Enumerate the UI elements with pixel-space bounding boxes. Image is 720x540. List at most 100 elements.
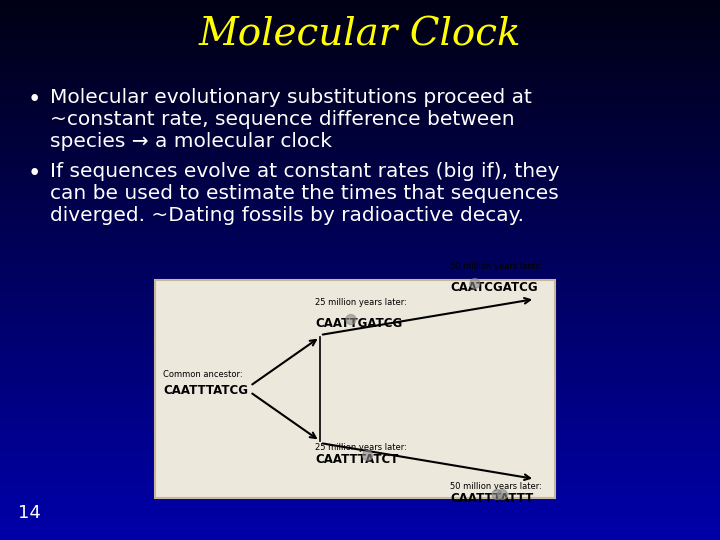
Bar [0, 501, 720, 505]
Bar [0, 523, 720, 526]
Circle shape [470, 279, 480, 288]
Bar [0, 191, 720, 194]
Text: CAATTTATTT: CAATTTATTT [450, 492, 534, 505]
Text: •: • [28, 88, 41, 111]
Bar [0, 320, 720, 324]
Bar [0, 29, 720, 32]
Bar [0, 525, 720, 529]
Bar [0, 77, 720, 81]
Bar [0, 228, 720, 232]
Bar [0, 447, 720, 451]
Bar [0, 463, 720, 467]
Bar [0, 407, 720, 410]
Bar [0, 220, 720, 224]
Bar [0, 18, 720, 22]
Bar [0, 372, 720, 375]
Bar [0, 363, 720, 367]
Bar [0, 509, 720, 513]
Text: CAATTTATCT: CAATTTATCT [315, 453, 398, 466]
Bar [0, 50, 720, 54]
Bar [0, 366, 720, 370]
Bar [0, 345, 720, 348]
Bar [0, 515, 720, 518]
Text: Molecular Clock: Molecular Clock [199, 17, 521, 53]
Bar [0, 199, 720, 202]
Bar [0, 15, 720, 19]
Bar [0, 0, 720, 3]
Bar [0, 326, 720, 329]
Bar [0, 401, 720, 405]
Bar [0, 210, 720, 213]
Bar [0, 139, 720, 143]
FancyBboxPatch shape [155, 280, 555, 498]
Bar [0, 485, 720, 489]
Bar [0, 45, 720, 49]
Text: Molecular evolutionary substitutions proceed at: Molecular evolutionary substitutions pro… [50, 88, 532, 107]
Bar [0, 110, 720, 113]
Bar [0, 285, 720, 289]
Bar [0, 347, 720, 351]
Bar [0, 477, 720, 481]
Bar [0, 153, 720, 157]
Text: 14: 14 [18, 504, 41, 522]
Bar [0, 196, 720, 200]
Bar [0, 269, 720, 273]
Bar [0, 48, 720, 51]
Bar [0, 280, 720, 284]
Bar [0, 4, 720, 8]
Bar [0, 493, 720, 497]
Bar [0, 426, 720, 429]
Bar [0, 26, 720, 30]
Bar [0, 72, 720, 76]
Bar [0, 201, 720, 205]
Bar [0, 393, 720, 397]
Bar [0, 2, 720, 5]
Bar [0, 85, 720, 89]
Text: ~constant rate, sequence difference between: ~constant rate, sequence difference betw… [50, 110, 515, 129]
Bar [0, 390, 720, 394]
Bar [0, 174, 720, 178]
Bar [0, 291, 720, 294]
Bar [0, 226, 720, 230]
Bar [0, 380, 720, 383]
Circle shape [346, 314, 356, 325]
Bar [0, 336, 720, 340]
Bar [0, 466, 720, 470]
Bar [0, 134, 720, 138]
Bar [0, 129, 720, 132]
Bar [0, 104, 720, 108]
Bar [0, 358, 720, 362]
Bar [0, 353, 720, 356]
Bar [0, 126, 720, 130]
Bar [0, 517, 720, 521]
Bar [0, 253, 720, 256]
Bar [0, 388, 720, 392]
Bar [0, 382, 720, 386]
Bar [0, 158, 720, 162]
Bar [0, 204, 720, 208]
Bar [0, 377, 720, 381]
Bar [0, 234, 720, 238]
Bar [0, 339, 720, 343]
Bar [0, 507, 720, 510]
Bar [0, 88, 720, 92]
Bar [0, 277, 720, 281]
Text: 25 million years later:: 25 million years later: [315, 443, 407, 452]
Bar [0, 39, 720, 43]
Bar [0, 99, 720, 103]
Bar [0, 307, 720, 310]
Bar [0, 334, 720, 338]
Bar [0, 504, 720, 508]
Bar [0, 480, 720, 483]
Bar [0, 528, 720, 532]
Circle shape [362, 450, 372, 461]
Text: diverged. ~Dating fossils by radioactive decay.: diverged. ~Dating fossils by radioactive… [50, 206, 524, 225]
Bar [0, 12, 720, 16]
Bar [0, 118, 720, 122]
Bar [0, 469, 720, 472]
Bar [0, 323, 720, 327]
Bar [0, 156, 720, 159]
Bar [0, 91, 720, 94]
Bar [0, 239, 720, 243]
Bar [0, 107, 720, 111]
